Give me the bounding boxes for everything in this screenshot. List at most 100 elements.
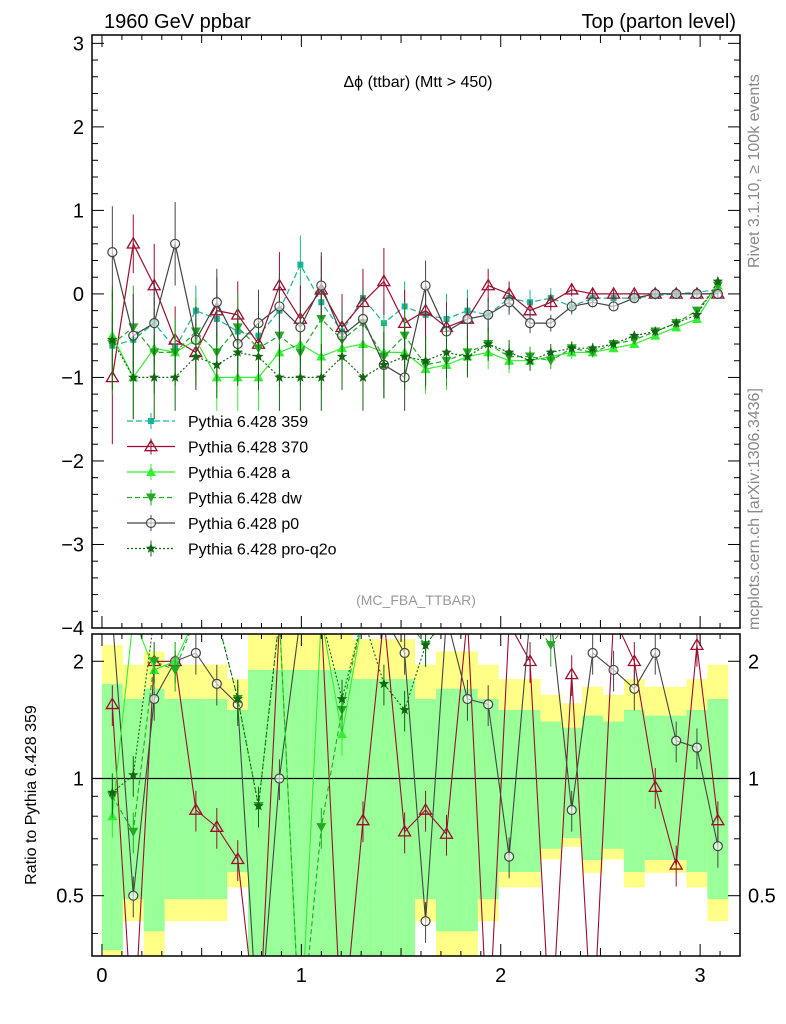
data-point xyxy=(482,338,494,349)
main-y-tick-label: −1 xyxy=(61,367,84,389)
ratio-band-1sigma xyxy=(686,709,708,873)
ratio-series xyxy=(105,634,726,956)
data-point xyxy=(462,351,473,361)
data-point xyxy=(481,278,496,291)
ratio-point xyxy=(650,647,661,659)
ratio-point xyxy=(211,678,222,689)
data-point xyxy=(336,351,348,361)
data-point xyxy=(524,355,536,366)
ratio-point xyxy=(418,802,433,815)
ratio-y-tick-label-right: 2 xyxy=(748,651,759,673)
ratio-band-1sigma xyxy=(248,669,269,956)
ratio-point xyxy=(170,665,181,675)
legend-entry-pythia-6-428-359: Pythia 6.428 359 xyxy=(127,413,308,431)
data-point xyxy=(376,274,392,287)
data-point xyxy=(169,371,181,382)
ratio-point xyxy=(209,819,224,832)
ratio-point xyxy=(504,851,515,862)
ratio-point xyxy=(669,857,684,870)
ratio-band-1sigma xyxy=(477,699,499,900)
data-point xyxy=(587,342,598,353)
rivet-version-label: Rivet 3.1.10, ≥ 100k events xyxy=(746,74,763,268)
data-point xyxy=(357,371,369,382)
ratio-band-1sigma xyxy=(206,699,228,900)
data-point xyxy=(149,318,160,329)
ratio-point xyxy=(587,647,598,659)
data-point xyxy=(587,297,598,308)
ratio-point xyxy=(439,826,454,839)
data-point xyxy=(211,359,222,370)
data-point xyxy=(671,317,682,328)
ratio-y-tick-label-left: 0.5 xyxy=(56,886,84,908)
ratio-band-1sigma xyxy=(540,721,562,849)
mcplots-label: mcplots.cern.ch [arXiv:1306.3436] xyxy=(746,388,763,630)
plot-title: Δϕ (ttbar) (Mtt > 450) xyxy=(343,74,492,91)
data-point xyxy=(608,301,619,312)
ratio-y-axis-label: Ratio to Pythia 6.428 359 xyxy=(23,705,40,885)
data-point xyxy=(316,314,327,324)
data-point xyxy=(503,346,515,357)
ratio-band-1sigma xyxy=(561,727,583,839)
main-y-tick-label: 2 xyxy=(73,117,84,139)
ratio-band-1sigma xyxy=(623,709,645,873)
data-point xyxy=(483,309,494,320)
data-point xyxy=(671,288,682,300)
ratio-x-tick-label: 0 xyxy=(96,965,107,987)
data-point xyxy=(545,356,556,366)
ratio-point xyxy=(128,769,139,780)
legend-entry-pythia-6-428-370: Pythia 6.428 370 xyxy=(127,438,308,457)
series-line-pythia-6-428-a xyxy=(111,285,719,379)
main-y-tick-label: 3 xyxy=(73,33,84,55)
data-point xyxy=(629,330,640,341)
data-point xyxy=(297,261,304,268)
ratio-point xyxy=(712,841,723,852)
ratio-y-tick-label-left: 1 xyxy=(73,768,84,790)
ratio-band-1sigma xyxy=(498,709,520,873)
ratio-series-pythia-6-428-p0 xyxy=(113,634,723,956)
legend-marker xyxy=(143,439,159,452)
data-point xyxy=(316,280,327,291)
legend-label: Pythia 6.428 370 xyxy=(188,440,308,457)
series-line-pythia-6-428-359 xyxy=(112,263,718,350)
data-point xyxy=(420,355,431,366)
data-point xyxy=(566,301,577,312)
ratio-point xyxy=(337,729,348,739)
ratio-point xyxy=(483,699,494,710)
data-point xyxy=(253,351,264,361)
ratio-point xyxy=(629,683,640,694)
data-point xyxy=(504,297,515,308)
data-point xyxy=(378,359,390,370)
data-point xyxy=(691,288,703,300)
ratio-band-1sigma xyxy=(373,679,395,956)
ratio-point xyxy=(710,813,726,826)
ratio-point xyxy=(230,852,245,865)
ratio-point xyxy=(564,667,579,680)
ratio-point xyxy=(420,916,431,927)
data-point xyxy=(564,282,579,295)
data-point xyxy=(399,351,410,361)
data-point xyxy=(691,309,703,320)
ratio-point xyxy=(627,653,642,667)
main-y-tick-label: 1 xyxy=(73,200,84,222)
ratio-series-pythia-6-428-pro-q2o xyxy=(107,634,435,828)
data-point xyxy=(566,342,577,353)
ratio-point xyxy=(105,697,120,710)
legend-entry-pythia-6-428-pro-q2o: Pythia 6.428 pro-q2o xyxy=(127,540,337,559)
ratio-point xyxy=(648,779,663,793)
ratio-band-1sigma xyxy=(665,715,687,860)
data-point xyxy=(170,238,181,249)
data-point xyxy=(274,301,285,312)
ratio-x-tick-label: 3 xyxy=(695,965,706,987)
data-point xyxy=(420,280,431,291)
main-y-tick-label: −3 xyxy=(61,534,84,556)
ratio-point xyxy=(378,678,390,689)
ratio-point xyxy=(128,890,139,901)
ratio-band-1sigma xyxy=(289,669,311,956)
main-y-tick-label: 0 xyxy=(73,284,84,306)
ratio-point xyxy=(399,647,410,659)
ratio-point xyxy=(190,647,201,659)
ratio-point xyxy=(397,824,412,837)
data-point xyxy=(295,371,306,382)
ratio-x-tick-label: 2 xyxy=(495,965,506,987)
ratio-frame xyxy=(91,633,741,957)
